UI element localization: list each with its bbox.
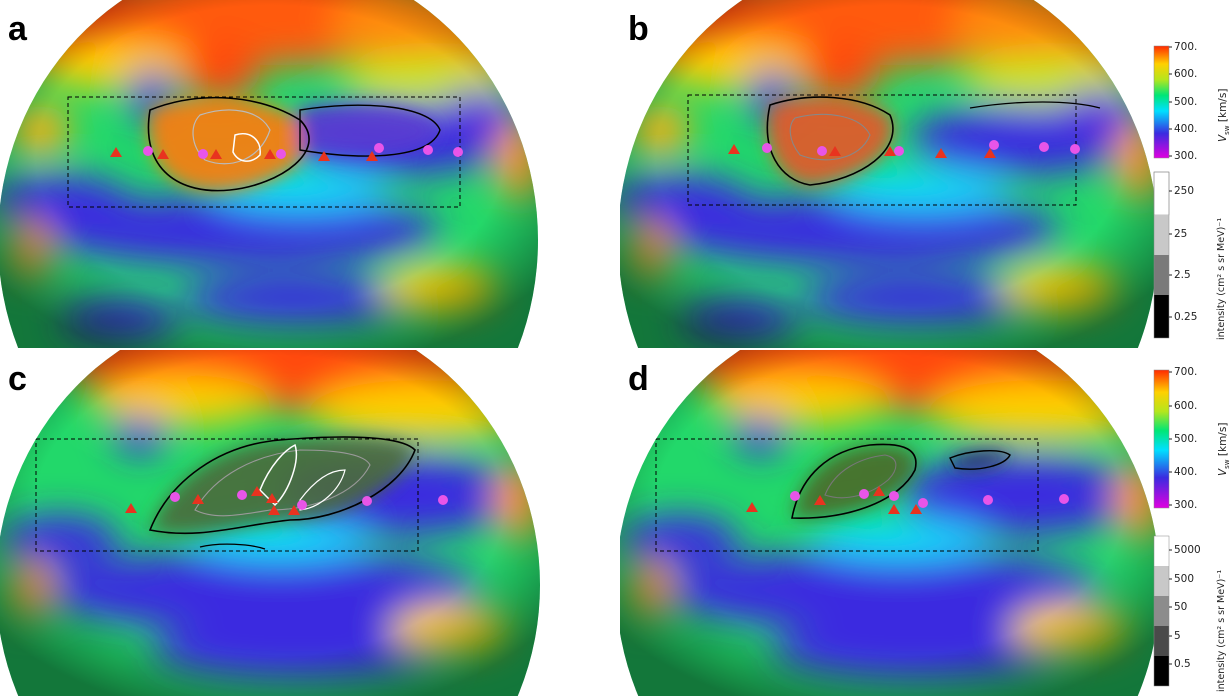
speed-tick-bottom-2: 500. — [1174, 433, 1197, 445]
panel-b: b — [620, 0, 1160, 348]
intensity-tick-bottom-3: 5 — [1174, 630, 1181, 642]
intensity-colorbar-top: 250 25 2.5 0.25 intensity (cm² s sr MeV)… — [1153, 171, 1227, 340]
speed-tick-top-1: 600. — [1174, 68, 1197, 80]
speed-tick-top-4: 300. — [1174, 150, 1197, 162]
sphere-map-c — [0, 350, 540, 696]
intensity-tick-bottom-0: 5000 — [1174, 544, 1201, 556]
speed-tick-top-0: 700. — [1174, 42, 1197, 53]
speed-colorbar-bottom-title: Vsw [km/s] — [1217, 423, 1231, 476]
speed-tick-top-2: 500. — [1174, 96, 1197, 108]
speed-tick-bottom-4: 300. — [1174, 499, 1197, 511]
intensity-colorbar-top-title: intensity (cm² s sr MeV)⁻¹ — [1216, 218, 1227, 340]
speed-colorbar-top: 700. 600. 500. 400. 300. Vsw [km/s] — [1153, 42, 1231, 162]
sphere-map-d — [620, 350, 1160, 696]
panel-label-b: b — [628, 10, 649, 48]
intensity-tick-top-0: 250 — [1174, 185, 1194, 197]
intensity-tick-top-2: 2.5 — [1174, 269, 1191, 281]
speed-tick-bottom-1: 600. — [1174, 400, 1197, 412]
panel-c: c — [0, 350, 540, 696]
panel-label-d: d — [628, 360, 649, 398]
panel-d: d — [620, 350, 1160, 696]
intensity-tick-bottom-1: 500 — [1174, 573, 1194, 585]
intensity-tick-bottom-4: 0.5 — [1174, 658, 1191, 670]
speed-tick-bottom-3: 400. — [1174, 466, 1197, 478]
intensity-tick-top-3: 0.25 — [1174, 311, 1197, 323]
panel-label-a: a — [8, 10, 27, 48]
intensity-tick-top-1: 25 — [1174, 228, 1187, 240]
sphere-map-a — [0, 0, 538, 348]
speed-tick-top-3: 400. — [1174, 123, 1197, 135]
sphere-map-b — [620, 0, 1158, 348]
speed-colorbar-bottom: 700. 600. 500. 400. 300. Vsw [km/s] — [1153, 366, 1231, 511]
panel-label-c: c — [8, 360, 27, 398]
speed-colorbar-top-title: Vsw [km/s] — [1217, 89, 1231, 142]
intensity-colorbar-bottom-title: intensity (cm² s sr MeV)⁻¹ — [1216, 570, 1227, 692]
intensity-colorbar-bottom: 5000 500 50 5 0.5 intensity (cm² s sr Me… — [1153, 535, 1227, 692]
speed-tick-bottom-0: 700. — [1174, 366, 1197, 378]
intensity-tick-bottom-2: 50 — [1174, 601, 1187, 613]
panel-a: a — [0, 0, 540, 348]
